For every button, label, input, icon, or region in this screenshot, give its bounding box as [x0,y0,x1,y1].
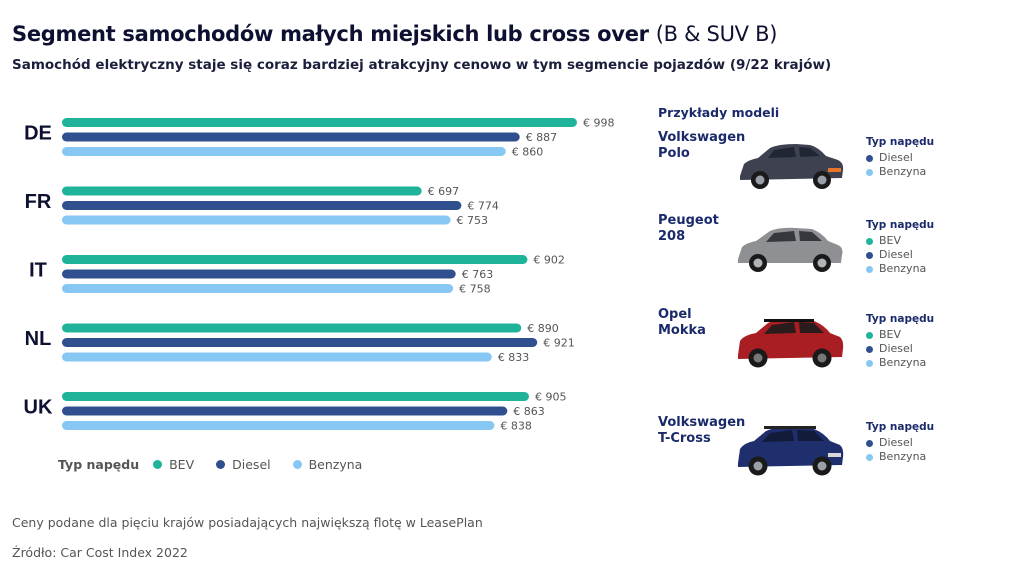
models-heading: Przykłady modeli [658,105,780,120]
drive-types: Typ napędu BEV Diesel Benzyna [866,312,934,370]
model-name-line1: Peugeot [658,213,719,228]
category-label-nl: NL [25,328,52,350]
legend-dot-bev [153,460,163,469]
drive-row-diesel: Diesel [866,248,934,262]
chart-legend: Typ napędu BEV Diesel Benzyna [58,457,374,472]
value-label-nl-bev: € 890 [527,322,559,335]
drive-types: Typ napędu BEV Diesel Benzyna [866,218,934,276]
bar-it-diesel [62,269,456,279]
bar-de-bev [62,118,577,127]
value-label-de-benzyna: € 860 [512,146,544,159]
drive-row-benzyna: Benzyna [866,262,934,276]
bar-fr-diesel [62,201,462,210]
car-image-suv [738,426,844,476]
page-subtitle: Samochód elektryczny staje się coraz bar… [12,57,832,73]
source-note: Źródło: Car Cost Index 2022 [12,545,188,560]
value-label-uk-benzyna: € 838 [500,420,531,433]
value-label-nl-benzyna: € 833 [498,351,530,364]
model-name: Volkswagen T-Cross [658,415,758,447]
car-image-hatchback [740,144,844,189]
drive-row-bev: BEV [866,234,934,248]
legend-title: Typ napędu [58,457,140,472]
bar-fr-bev [62,186,422,196]
footnote: Ceny podane dla pięciu krajów posiadając… [12,515,483,530]
drive-row-bev: BEV [866,328,934,342]
drive-types: Typ napędu Diesel Benzyna [866,135,934,179]
model-name: Opel Mokka [658,307,758,339]
model-card-vw-polo: Volkswagen Polo Typ napędu Diesel Benzyn… [658,130,988,210]
value-label-fr-bev: € 697 [428,185,460,198]
drive-row-diesel: Diesel [866,342,934,356]
model-name: Volkswagen Polo [658,130,758,162]
bar-nl-diesel [62,338,538,347]
drive-row-benzyna: Benzyna [866,356,934,370]
bar-it-benzyna [62,284,454,293]
value-label-it-benzyna: € 758 [459,283,491,296]
car-image-hatchback [738,227,843,272]
category-label-it: IT [29,260,47,282]
drive-row-diesel: Diesel [866,151,934,165]
value-label-uk-diesel: € 863 [513,405,545,418]
page-title: Segment samochodów małych miejskich lub … [12,22,777,46]
legend-item-diesel: Diesel [216,457,271,472]
title-main: Segment samochodów małych miejskich lub … [12,22,649,46]
bar-nl-bev [62,323,522,333]
value-label-it-bev: € 902 [533,254,565,267]
value-label-fr-benzyna: € 753 [457,214,489,227]
category-label-uk: UK [24,397,53,419]
model-name-line1: Opel [658,307,692,322]
bar-nl-benzyna [62,352,492,362]
bar-de-benzyna [62,147,506,156]
model-name-line1: Volkswagen [658,130,746,145]
car-body [740,144,844,180]
drive-row-benzyna: Benzyna [866,165,934,179]
value-label-uk-bev: € 905 [535,391,567,404]
title-suffix: (B & SUV B) [655,22,778,46]
model-name: Peugeot 208 [658,213,758,245]
model-card-vw-t-cross: Volkswagen T-Cross Typ napędu Diesel Ben… [658,415,988,495]
drive-row-benzyna: Benzyna [866,450,934,464]
model-name-line2: Mokka [658,323,706,338]
bar-it-bev [62,255,528,264]
value-label-nl-diesel: € 921 [543,337,575,350]
category-label-de: DE [24,123,52,145]
drive-heading: Typ napędu [866,136,935,148]
model-name-line2: Polo [658,146,690,161]
bar-fr-benzyna [62,215,451,225]
bar-uk-bev [62,392,529,401]
bar-uk-diesel [62,406,508,416]
legend-dot-diesel [216,460,226,469]
drive-heading: Typ napędu [866,421,935,433]
drive-heading: Typ napędu [866,313,935,325]
car-image-suv [738,319,844,368]
category-label-fr: FR [25,191,52,213]
legend-item-bev: BEV [153,457,194,472]
model-name-line2: 208 [658,229,686,244]
legend-label-bev: BEV [169,457,195,472]
value-label-de-bev: € 998 [583,117,615,130]
drive-types: Typ napędu Diesel Benzyna [866,420,934,464]
legend-label-benzyna: Benzyna [308,457,363,472]
value-label-it-diesel: € 763 [462,268,494,281]
model-name-line2: T-Cross [658,431,711,446]
legend-dot-benzyna [292,460,302,469]
drive-heading: Typ napędu [866,219,935,231]
bar-chart: DE € 998 € 887 € 860 FR € 697 € 774€ 753 IT € 90… [24,117,615,433]
model-card-opel-mokka: Opel Mokka Typ napędu BEV Diesel Benzyna [658,307,988,387]
bar-de-diesel [62,132,520,142]
legend-item-benzyna: Benzyna [292,457,363,472]
value-label-fr-diesel: € 774 [467,200,499,213]
model-card-peugeot-208: Peugeot 208 Typ napędu BEV Diesel Benzyn… [658,213,988,293]
value-label-de-diesel: € 887 [526,131,558,144]
drive-row-diesel: Diesel [866,436,934,450]
legend-label-diesel: Diesel [232,457,271,472]
model-name-line1: Volkswagen [658,415,746,430]
bar-uk-benzyna [62,421,495,430]
